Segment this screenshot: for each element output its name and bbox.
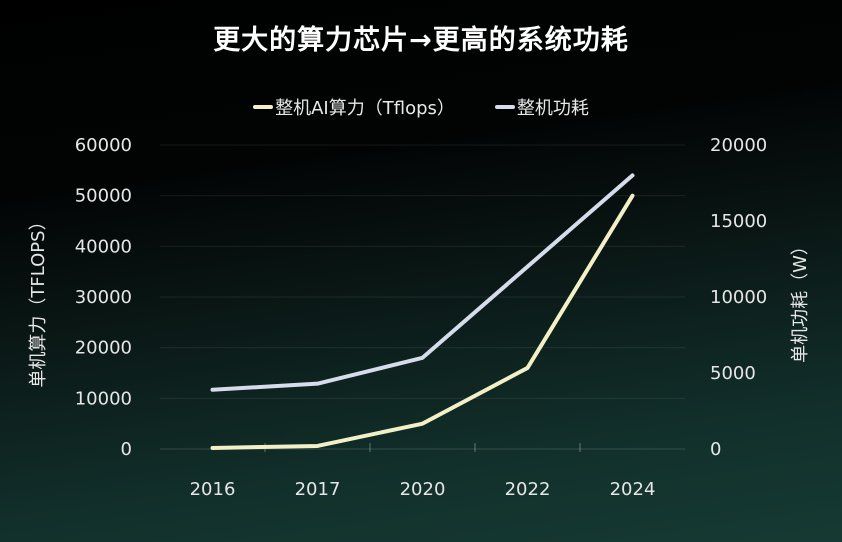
series-line-power [210, 173, 635, 392]
y-right-tick-label: 15000 [710, 211, 767, 232]
y-left-axis-label: 单机算力（TFLOPS） [28, 212, 49, 387]
y-right-axis-label: 单机功耗（W） [790, 237, 811, 363]
legend-swatch-compute [253, 105, 274, 109]
legend-label-compute: 整机AI算力（Tflops） [275, 98, 455, 119]
y-left-tick-label: 0 [121, 439, 132, 460]
y-right-tick-label: 20000 [710, 135, 767, 156]
y-left-tick-label: 50000 [75, 186, 132, 207]
x-tick-label: 2020 [400, 479, 446, 500]
legend: 整机AI算力（Tflops） 整机功耗 [0, 94, 842, 120]
chart-title: 更大的算力芯片→更高的系统功耗 [213, 25, 629, 56]
y-right-tick-label: 5000 [710, 363, 756, 384]
y-right-tick-label: 0 [710, 439, 721, 460]
legend-label-power: 整机功耗 [516, 98, 589, 119]
legend-swatch-power [494, 105, 515, 109]
x-tick-label: 2016 [190, 479, 236, 500]
x-tick-label: 2024 [610, 479, 656, 500]
x-tick-label: 2017 [295, 479, 341, 500]
legend-item-power: 整机功耗 [494, 94, 589, 120]
series-line-compute [210, 193, 635, 450]
y-left-tick-label: 30000 [75, 287, 132, 308]
y-right-tick-label: 10000 [710, 287, 767, 308]
legend-item-compute: 整机AI算力（Tflops） [253, 94, 455, 120]
y-left-tick-label: 40000 [75, 236, 132, 257]
y-left-tick-label: 20000 [75, 338, 132, 359]
y-left-tick-label: 10000 [75, 388, 132, 409]
x-tick-label: 2022 [505, 479, 551, 500]
y-left-tick-label: 60000 [75, 135, 132, 156]
